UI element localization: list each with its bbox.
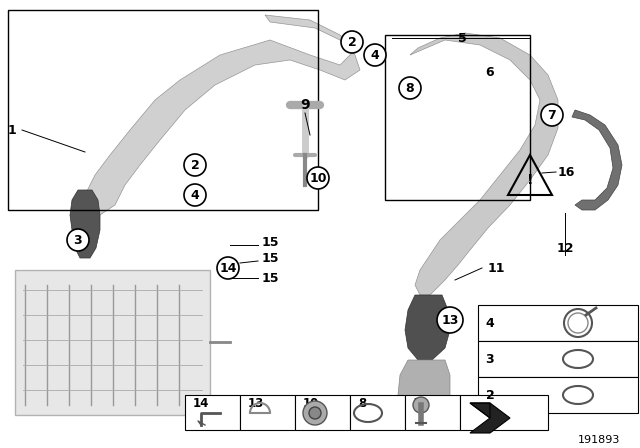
Circle shape xyxy=(413,397,429,413)
FancyBboxPatch shape xyxy=(15,270,210,415)
PathPatch shape xyxy=(85,15,360,215)
Text: 8: 8 xyxy=(358,396,366,409)
Text: 4: 4 xyxy=(486,316,494,329)
Text: 16: 16 xyxy=(558,165,575,178)
PathPatch shape xyxy=(405,295,450,360)
Polygon shape xyxy=(470,403,510,433)
Circle shape xyxy=(303,401,327,425)
FancyBboxPatch shape xyxy=(350,395,405,430)
Text: 3: 3 xyxy=(486,353,494,366)
Text: 10: 10 xyxy=(309,172,327,185)
Text: 6: 6 xyxy=(486,65,494,78)
Text: 4: 4 xyxy=(191,189,200,202)
Text: 9: 9 xyxy=(300,98,310,112)
Text: 2: 2 xyxy=(191,159,200,172)
Text: 8: 8 xyxy=(406,82,414,95)
Circle shape xyxy=(67,229,89,251)
Text: 15: 15 xyxy=(262,271,280,284)
Circle shape xyxy=(217,257,239,279)
FancyBboxPatch shape xyxy=(185,395,240,430)
Text: 15: 15 xyxy=(262,236,280,249)
Circle shape xyxy=(541,104,563,126)
Text: 2: 2 xyxy=(486,388,494,401)
Circle shape xyxy=(184,154,206,176)
FancyBboxPatch shape xyxy=(460,395,548,430)
Text: 12: 12 xyxy=(556,241,573,254)
FancyBboxPatch shape xyxy=(405,395,460,430)
FancyBboxPatch shape xyxy=(295,395,350,430)
Bar xyxy=(8,10,318,210)
FancyBboxPatch shape xyxy=(478,377,638,413)
Text: 14: 14 xyxy=(220,262,237,275)
Text: 5: 5 xyxy=(458,31,467,44)
Text: 14: 14 xyxy=(193,396,209,409)
Text: 7: 7 xyxy=(413,396,421,409)
Circle shape xyxy=(399,77,421,99)
Text: 7: 7 xyxy=(548,108,556,121)
Text: 1: 1 xyxy=(8,124,17,137)
Text: 15: 15 xyxy=(262,251,280,264)
Text: 2: 2 xyxy=(348,35,356,48)
FancyBboxPatch shape xyxy=(478,305,638,341)
PathPatch shape xyxy=(572,110,622,210)
Circle shape xyxy=(184,184,206,206)
Circle shape xyxy=(309,407,321,419)
Circle shape xyxy=(307,167,329,189)
Text: 11: 11 xyxy=(488,262,506,275)
Circle shape xyxy=(364,44,386,66)
Text: 4: 4 xyxy=(371,48,380,61)
PathPatch shape xyxy=(410,33,558,295)
PathPatch shape xyxy=(70,190,100,258)
Text: !: ! xyxy=(527,173,533,187)
Text: 191893: 191893 xyxy=(578,435,620,445)
FancyBboxPatch shape xyxy=(240,395,295,430)
FancyBboxPatch shape xyxy=(478,341,638,377)
Bar xyxy=(385,35,530,200)
Text: 3: 3 xyxy=(74,233,83,246)
PathPatch shape xyxy=(398,360,450,415)
Text: 13: 13 xyxy=(442,314,459,327)
Circle shape xyxy=(437,307,463,333)
Text: 13: 13 xyxy=(248,396,264,409)
Circle shape xyxy=(341,31,363,53)
Text: 10: 10 xyxy=(303,396,319,409)
